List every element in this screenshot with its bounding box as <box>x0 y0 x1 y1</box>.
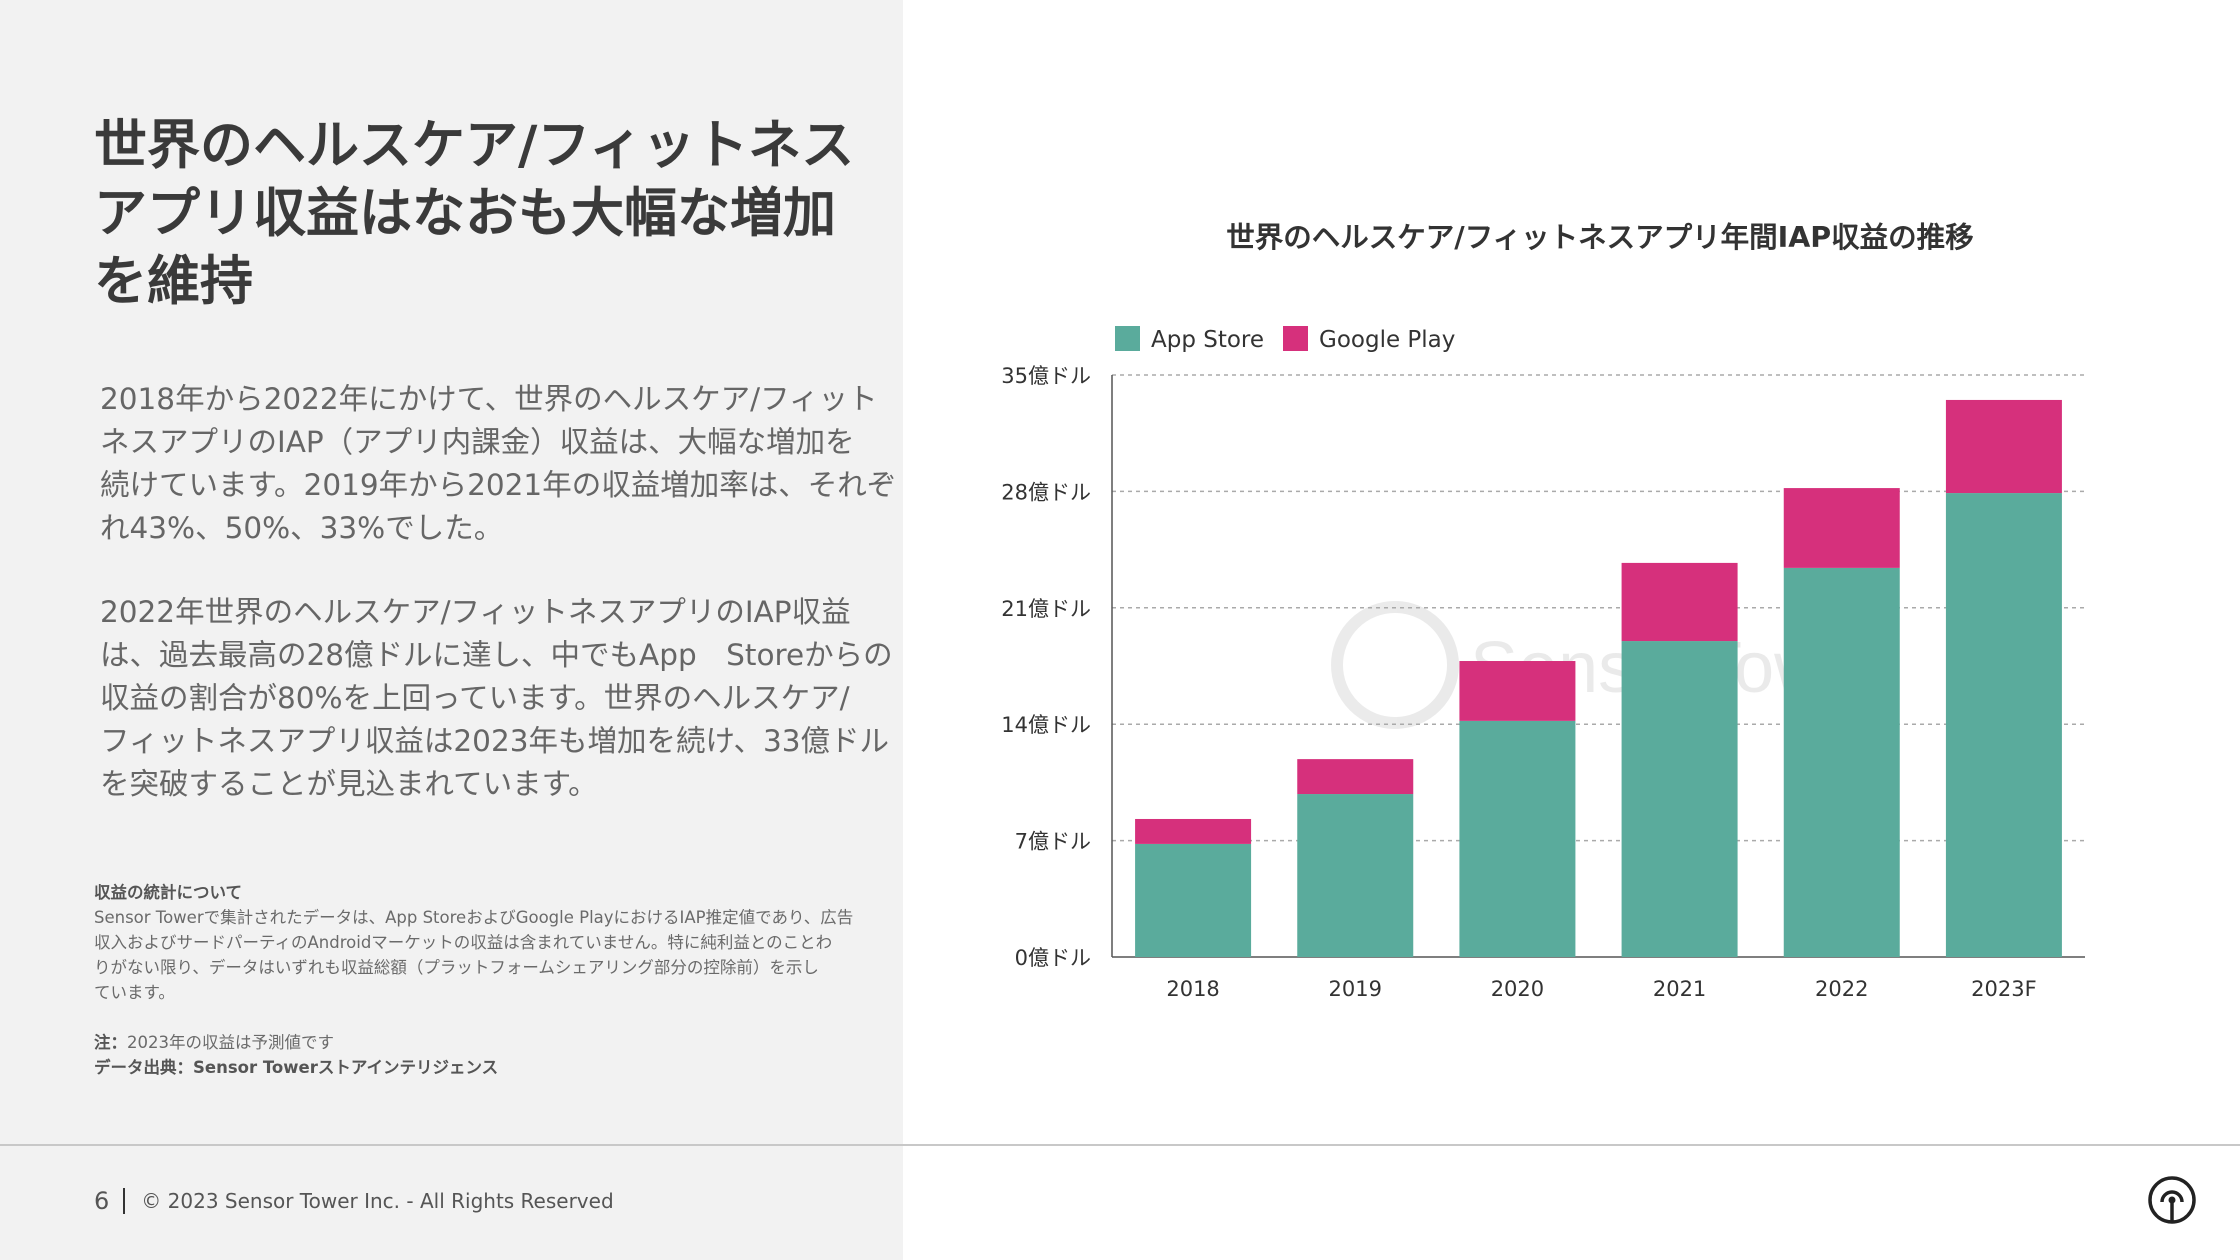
notes-line: りがない限り、データはいずれも収益総額（プラットフォームシェアリング部分の控除前… <box>94 958 819 977</box>
bar-app-store-2022 <box>1783 567 1900 957</box>
x-tick-label: 2018 <box>1166 977 1219 1001</box>
body-paragraph-2: 2022年世界のヘルスケア/フィットネスアプリのIAP収益 は、過去最高の28億… <box>100 591 893 806</box>
note-label: 注： <box>94 1033 127 1052</box>
methodology-notes: 収益の統計について Sensor Towerで集計されたデータは、App Sto… <box>94 880 884 1080</box>
title-line: アプリ収益はなおも大幅な増加 <box>94 183 836 244</box>
y-tick-label: 0億ドル <box>1015 946 1091 970</box>
page-title: 世界のヘルスケア/フィットネス アプリ収益はなおも大幅な増加 を維持 <box>94 112 884 316</box>
x-tick-label: 2021 <box>1653 977 1706 1001</box>
bar-google-play-2022 <box>1783 488 1900 568</box>
body-line: 続けています。2019年から2021年の収益増加率は、それぞ <box>100 468 897 502</box>
legend-swatch-app-store <box>1115 326 1140 351</box>
x-tick-label: 2020 <box>1491 977 1544 1001</box>
data-source: データ出典：Sensor Towerストアインテリジェンス <box>94 1058 499 1077</box>
body-line: ネスアプリのIAP（アプリ内課金）収益は、大幅な増加を <box>100 425 855 459</box>
forecast-note: 注：2023年の収益は予測値です <box>94 1030 884 1055</box>
title-line: 世界のヘルスケア/フィットネス <box>94 115 855 176</box>
legend-label-app-store: App Store <box>1151 327 1264 353</box>
body-line: は、過去最高の28億ドルに達し、中でもApp Storeからの <box>100 638 893 672</box>
y-tick-label: 7億ドル <box>1015 830 1091 854</box>
y-tick-label: 14億ドル <box>1001 713 1091 737</box>
footer: 6 © 2023 Sensor Tower Inc. - All Rights … <box>94 1186 614 1216</box>
x-tick-label: 2022 <box>1815 977 1868 1001</box>
legend-label-google-play: Google Play <box>1319 327 1455 353</box>
bar-google-play-2018 <box>1135 818 1252 844</box>
bar-google-play-2023F <box>1945 399 2062 494</box>
bar-app-store-2018 <box>1135 843 1252 957</box>
title-line: を維持 <box>94 251 253 312</box>
legend-swatch-google-play <box>1283 326 1308 351</box>
footer-separator <box>123 1188 126 1214</box>
notes-line: 収入およびサードパーティのAndroidマーケットの収益は含まれていません。特に… <box>94 933 833 952</box>
notes-heading: 収益の統計について <box>94 883 243 902</box>
body-line: れ43%、50%、33%でした。 <box>100 511 504 545</box>
body-line: 収益の割合が80%を上回っています。世界のヘルスケア/ <box>100 681 850 715</box>
bar-google-play-2020 <box>1459 661 1576 721</box>
sensor-tower-logo-icon <box>2148 1176 2196 1224</box>
note-text: 2023年の収益は予測値です <box>127 1033 334 1052</box>
body-line: 2022年世界のヘルスケア/フィットネスアプリのIAP収益 <box>100 595 851 629</box>
y-tick-label: 21億ドル <box>1001 597 1091 621</box>
page-number: 6 <box>94 1187 110 1215</box>
body-line: を突破することが見込まれています。 <box>100 767 598 801</box>
left-panel <box>0 0 903 1260</box>
bar-app-store-2023F <box>1945 493 2062 957</box>
copyright: © 2023 Sensor Tower Inc. - All Rights Re… <box>141 1189 614 1213</box>
bar-app-store-2020 <box>1459 720 1576 957</box>
bar-google-play-2021 <box>1621 562 1738 642</box>
footer-divider <box>0 1144 2240 1146</box>
x-tick-label: 2023F <box>1971 977 2037 1001</box>
y-tick-label: 28億ドル <box>1001 480 1091 504</box>
bar-app-store-2019 <box>1297 794 1414 957</box>
notes-line: Sensor Towerで集計されたデータは、App StoreおよびGoogl… <box>94 908 854 927</box>
body-line: 2018年から2022年にかけて、世界のヘルスケア/フィット <box>100 382 878 416</box>
watermark-logo-icon <box>1331 601 1459 729</box>
x-tick-label: 2019 <box>1329 977 1382 1001</box>
y-tick-label: 35億ドル <box>1001 364 1091 388</box>
body-line: フィットネスアプリ収益は2023年も増加を続け、33億ドル <box>100 724 890 758</box>
chart-title: 世界のヘルスケア/フィットネスアプリ年間IAP収益の推移 <box>1226 221 1974 254</box>
notes-line: ています。 <box>94 983 175 1002</box>
body-paragraph-1: 2018年から2022年にかけて、世界のヘルスケア/フィット ネスアプリのIAP… <box>100 378 897 550</box>
bar-app-store-2021 <box>1621 641 1738 957</box>
bar-google-play-2019 <box>1297 759 1414 795</box>
